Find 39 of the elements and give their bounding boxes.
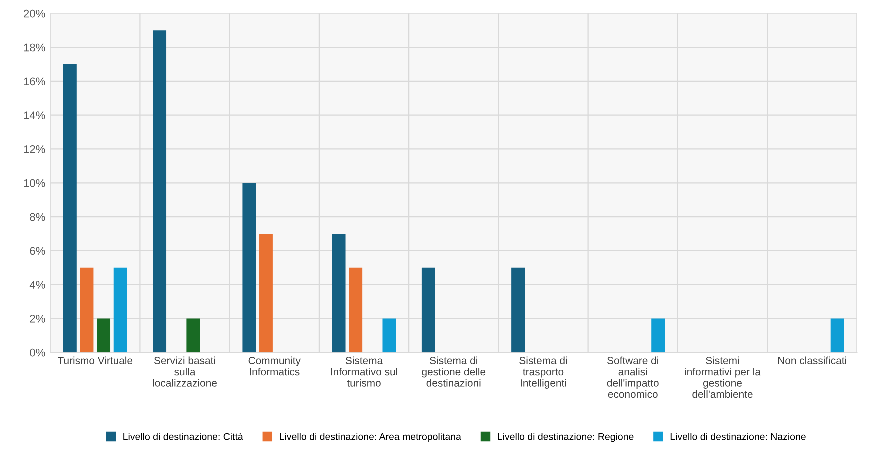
bar: [63, 64, 77, 353]
legend-label: Livello di destinazione: Città: [124, 433, 244, 440]
y-tick-label: 10%: [24, 179, 46, 188]
bar: [830, 318, 844, 353]
bar: [332, 234, 346, 353]
y-tick-label: 4%: [30, 281, 46, 289]
bar: [114, 268, 128, 353]
legend-label: Livello di destinazione: Nazione: [670, 433, 806, 440]
x-tick-label: Community Informatics: [248, 356, 301, 376]
x-tick-label: Software di analisi dell'impatto economico: [607, 356, 659, 398]
x-tick-label: Servizi basati sulla localizzazione: [153, 356, 217, 387]
x-tick-label: Sistema Informativo sul turismo: [331, 356, 398, 387]
bar: [652, 318, 666, 353]
bar: [80, 268, 94, 353]
x-tick-label: Turismo Virtuale: [58, 356, 133, 364]
legend-label: Livello di destinazione: Area metropolitana: [280, 433, 462, 442]
y-tick-label: 14%: [24, 112, 46, 120]
y-tick-label: 12%: [24, 146, 46, 154]
bar: [422, 268, 436, 353]
legend-label: Livello di destinazione: Regione: [498, 433, 634, 442]
bar: [242, 183, 256, 353]
x-tick-label: Sistemi informativi per la gestione dell'ambiente: [685, 356, 761, 398]
y-tick-label: 8%: [30, 213, 46, 222]
bar: [260, 234, 273, 353]
x-tick-label: Sistema di gestione delle destinazioni: [422, 356, 486, 387]
y-tick-label: 18%: [24, 44, 46, 52]
y-tick-label: 2%: [30, 314, 46, 323]
y-tick-label: 0%: [30, 348, 46, 357]
y-tick-label: 16%: [24, 78, 46, 86]
bar: [153, 30, 167, 353]
x-tick-label: Non classificati: [778, 356, 846, 364]
bar: [382, 318, 396, 353]
x-tick-label: Sistema di trasporto Intelligenti: [520, 356, 568, 389]
y-tick-label: 20%: [24, 10, 46, 18]
bar: [186, 318, 200, 353]
bar: [97, 318, 111, 353]
y-tick-label: 6%: [30, 247, 46, 256]
bar: [349, 268, 363, 353]
bar: [512, 268, 526, 353]
